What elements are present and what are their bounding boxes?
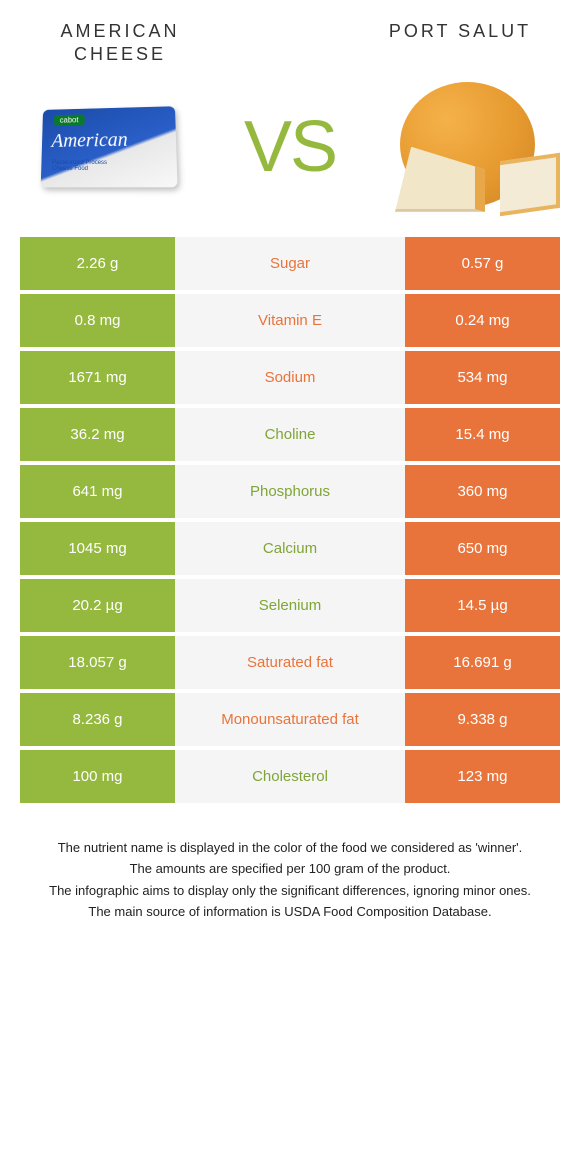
nutrient-name: Vitamin E [175, 294, 405, 347]
nutrient-name: Selenium [175, 579, 405, 632]
nutrient-name: Saturated fat [175, 636, 405, 689]
header: AmericanCheese Port Salut [0, 0, 580, 77]
nutrient-name: Phosphorus [175, 465, 405, 518]
nutrient-table: 2.26 gSugar0.57 g0.8 mgVitamin E0.24 mg1… [20, 237, 560, 803]
left-value: 1045 mg [20, 522, 175, 575]
vs-label: VS [244, 106, 336, 188]
table-row: 100 mgCholesterol123 mg [20, 750, 560, 803]
left-value: 0.8 mg [20, 294, 175, 347]
right-value: 534 mg [405, 351, 560, 404]
right-value: 15.4 mg [405, 408, 560, 461]
left-value: 20.2 µg [20, 579, 175, 632]
table-row: 36.2 mgCholine15.4 mg [20, 408, 560, 461]
nutrient-name: Cholesterol [175, 750, 405, 803]
left-value: 36.2 mg [20, 408, 175, 461]
nutrient-name: Sugar [175, 237, 405, 290]
table-row: 18.057 gSaturated fat16.691 g [20, 636, 560, 689]
nutrient-name: Calcium [175, 522, 405, 575]
port-salut-image [385, 82, 555, 212]
left-value: 1671 mg [20, 351, 175, 404]
left-value: 100 mg [20, 750, 175, 803]
nutrient-name: Monounsaturated fat [175, 693, 405, 746]
nutrient-name: Choline [175, 408, 405, 461]
table-row: 1671 mgSodium534 mg [20, 351, 560, 404]
left-food-title: AmericanCheese [30, 20, 210, 67]
table-row: 641 mgPhosphorus360 mg [20, 465, 560, 518]
left-value: 8.236 g [20, 693, 175, 746]
right-value: 16.691 g [405, 636, 560, 689]
table-row: 1045 mgCalcium650 mg [20, 522, 560, 575]
right-value: 650 mg [405, 522, 560, 575]
right-value: 14.5 µg [405, 579, 560, 632]
american-cheese-image: Pasteurized ProcessCheese Food [25, 82, 195, 212]
right-value: 0.57 g [405, 237, 560, 290]
right-value: 360 mg [405, 465, 560, 518]
right-value: 0.24 mg [405, 294, 560, 347]
footnotes: The nutrient name is displayed in the co… [30, 838, 550, 922]
nutrient-name: Sodium [175, 351, 405, 404]
footnote-line: The infographic aims to display only the… [30, 881, 550, 901]
left-value: 641 mg [20, 465, 175, 518]
table-row: 20.2 µgSelenium14.5 µg [20, 579, 560, 632]
left-value: 2.26 g [20, 237, 175, 290]
images-row: Pasteurized ProcessCheese Food VS [0, 77, 580, 237]
right-food-title: Port Salut [370, 20, 550, 43]
left-value: 18.057 g [20, 636, 175, 689]
table-row: 2.26 gSugar0.57 g [20, 237, 560, 290]
table-row: 0.8 mgVitamin E0.24 mg [20, 294, 560, 347]
footnote-line: The nutrient name is displayed in the co… [30, 838, 550, 858]
right-value: 123 mg [405, 750, 560, 803]
footnote-line: The main source of information is USDA F… [30, 902, 550, 922]
table-row: 8.236 gMonounsaturated fat9.338 g [20, 693, 560, 746]
footnote-line: The amounts are specified per 100 gram o… [30, 859, 550, 879]
right-value: 9.338 g [405, 693, 560, 746]
